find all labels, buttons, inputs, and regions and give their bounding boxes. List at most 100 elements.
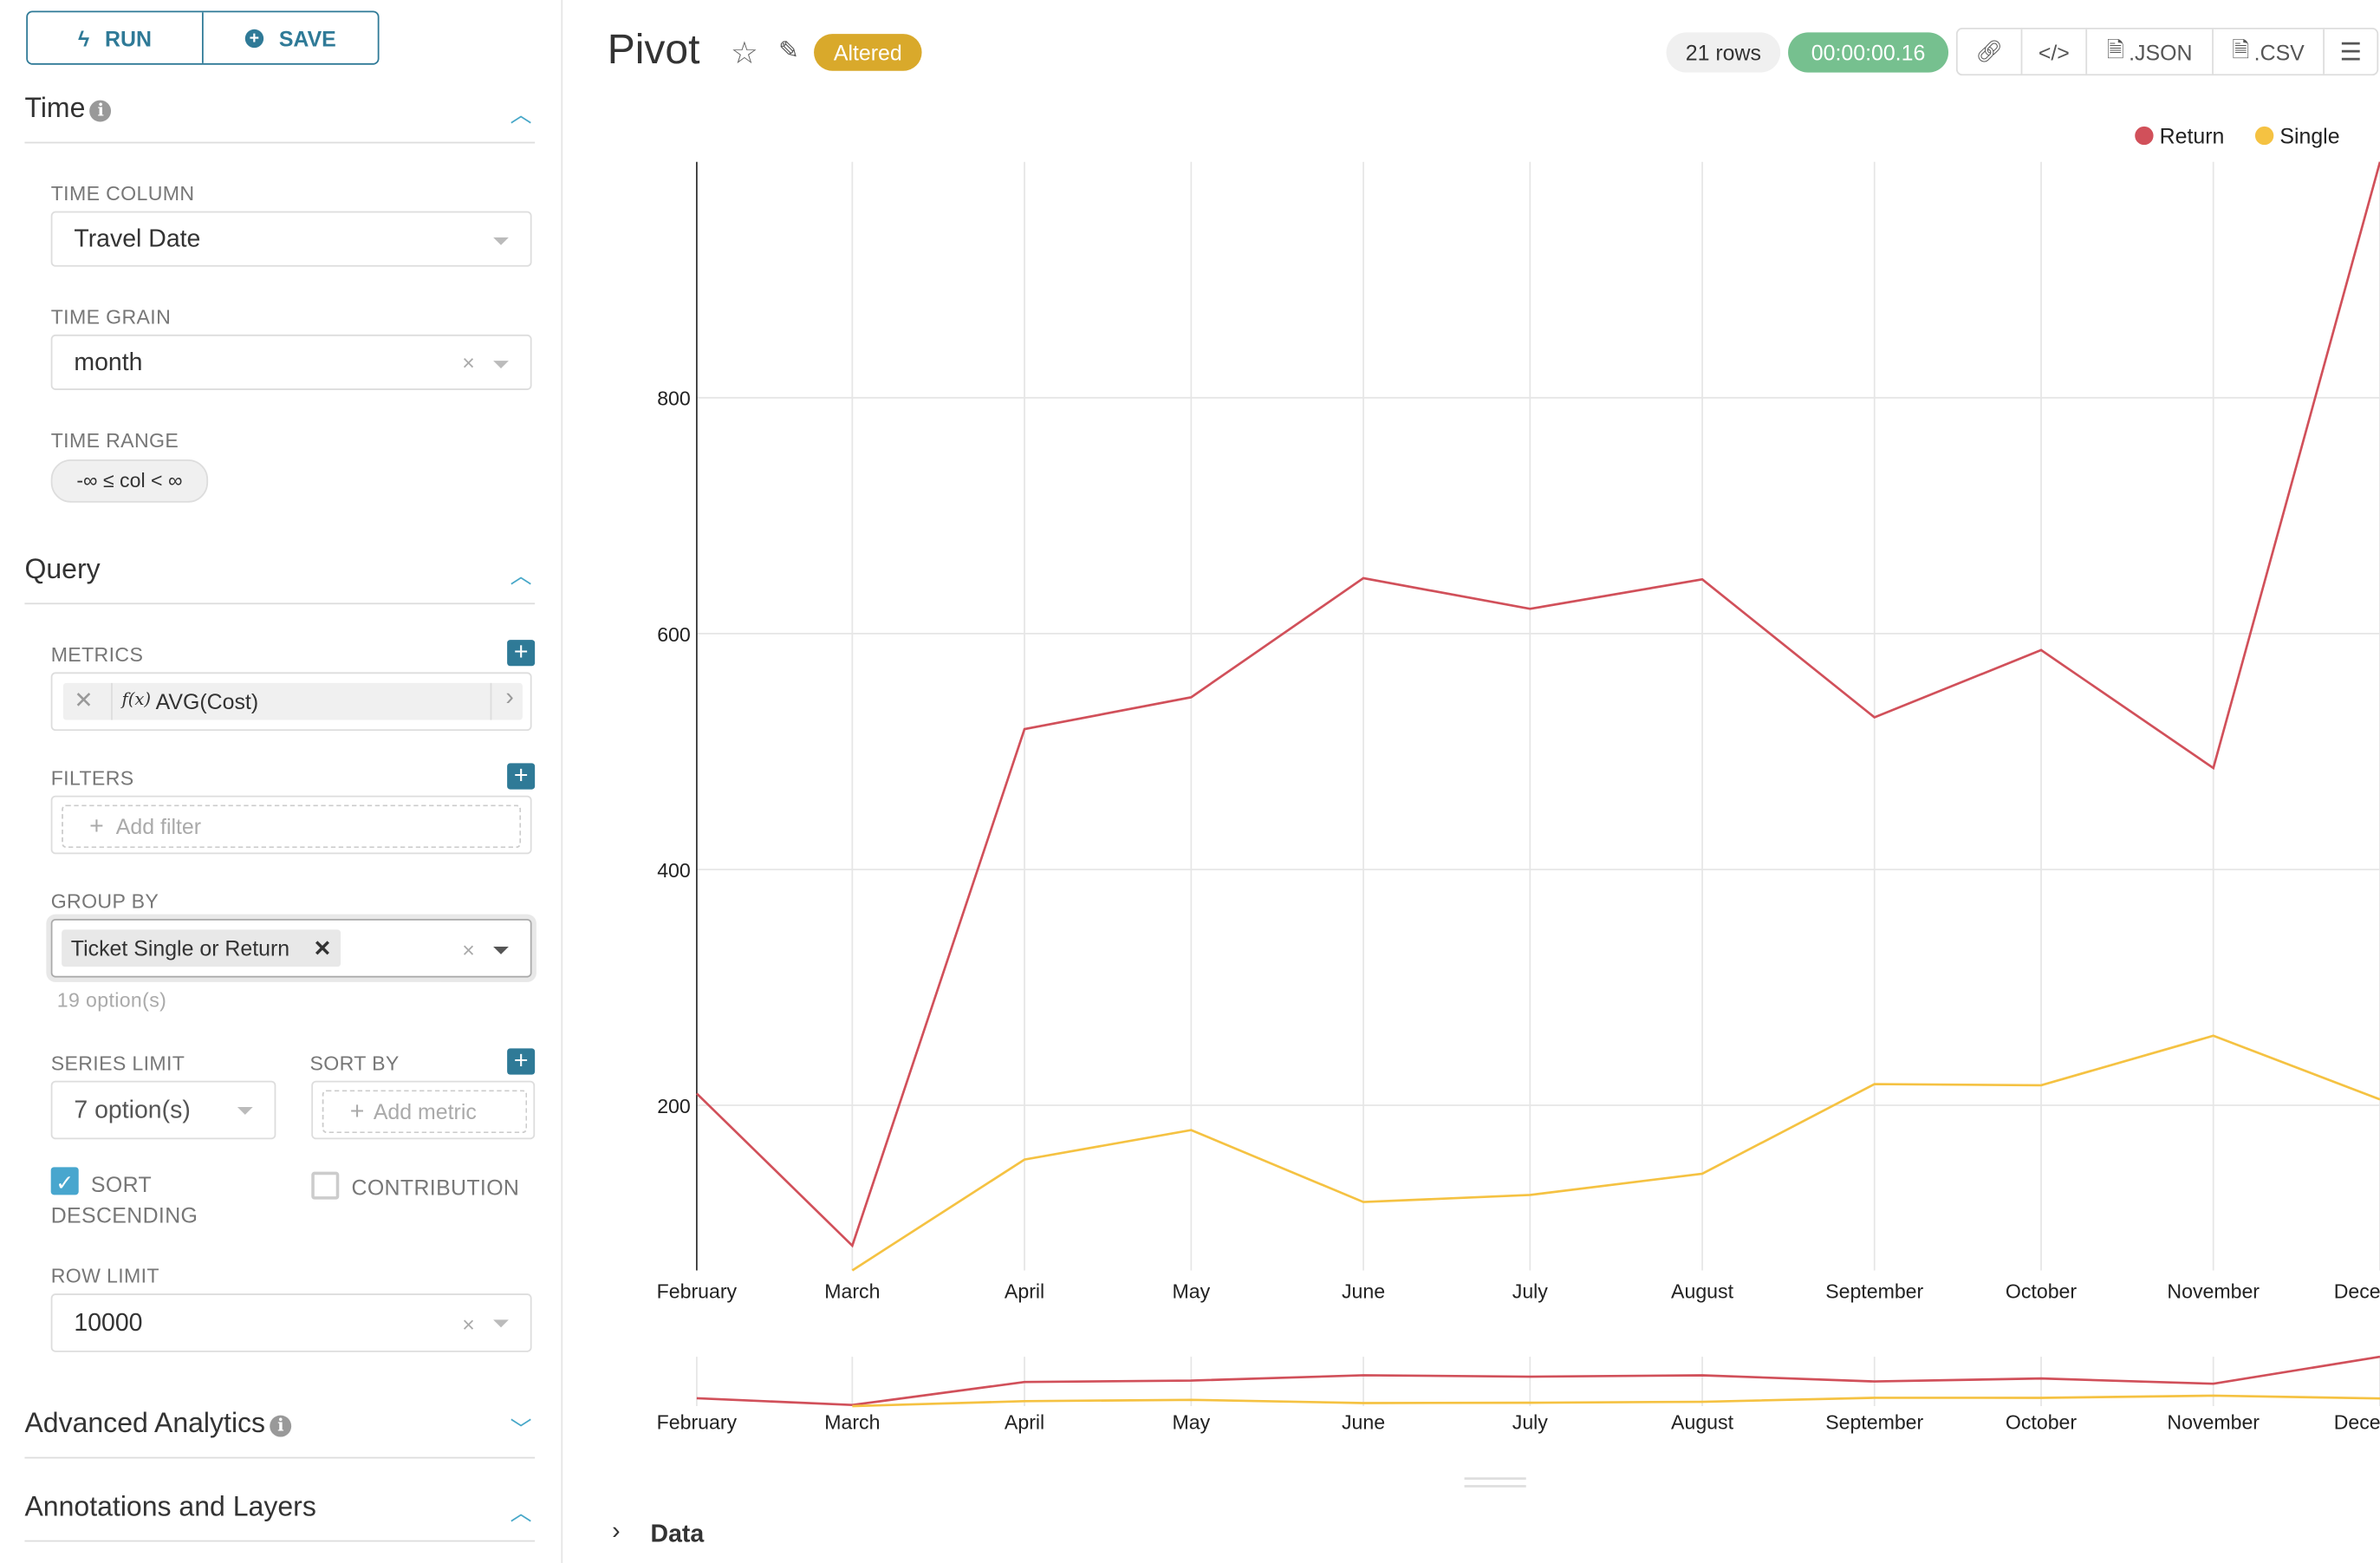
x-tick-label: March (824, 1280, 880, 1302)
star-icon[interactable]: ☆ (731, 36, 758, 71)
group-by-select[interactable]: Ticket Single or Return ✕ × (50, 918, 532, 978)
caret-down-icon (237, 1106, 253, 1115)
add-metric-button[interactable]: + (507, 640, 536, 667)
divider (490, 682, 492, 720)
series-line-return (695, 161, 2380, 1248)
chart-area: Pivot ☆ ✎ Altered 21 rows 00:00:00.16 🔗︎… (562, 0, 2380, 1548)
brush-x-tick-label: November (2167, 1411, 2260, 1434)
brush-x-tick-label: April (1005, 1411, 1044, 1434)
file-text-icon: 🗎 (2232, 36, 2250, 62)
time-column-select[interactable]: Travel Date (50, 211, 532, 267)
save-button[interactable]: + SAVE (201, 12, 378, 63)
time-range-label: TIME RANGE (50, 428, 179, 453)
x-tick-label: September (1825, 1280, 1923, 1302)
x-tick-label: October (2006, 1280, 2078, 1302)
time-section-header[interactable]: Time i ︿ (24, 93, 536, 144)
time-grain-select[interactable]: month × (50, 334, 532, 390)
legend-label[interactable]: Return (2160, 124, 2225, 148)
brush-x-tick-label: October (2006, 1411, 2078, 1434)
brush-x-tick-label: August (1671, 1411, 1734, 1434)
brush-x-tick-label: December (2334, 1411, 2380, 1434)
y-tick-label: 400 (657, 859, 691, 882)
brush-x-tick-label: May (1173, 1411, 1211, 1434)
chevron-right-icon[interactable]: › (505, 684, 514, 711)
altered-badge[interactable]: Altered (814, 34, 922, 71)
sort-descending-checkbox[interactable]: ✓ (50, 1167, 79, 1195)
x-tick-label: April (1005, 1280, 1044, 1302)
advanced-analytics-header[interactable]: Advanced Analytics i ﹀ (24, 1408, 536, 1459)
row-count-badge: 21 rows (1666, 32, 1781, 73)
info-icon[interactable]: i (270, 1415, 292, 1437)
remove-metric-icon[interactable]: ✕ (74, 687, 94, 714)
data-section-toggle[interactable]: Data (650, 1521, 705, 1548)
legend-marker (2254, 126, 2274, 146)
chevron-up-icon[interactable]: ︿ (510, 1500, 532, 1525)
sort-by-label: SORT BY (309, 1051, 400, 1075)
y-tick-label: 800 (657, 387, 691, 410)
link-icon: 🔗︎ (1975, 38, 2003, 63)
filters-field: + Add filter (50, 795, 532, 855)
add-filter-plus-button[interactable]: + (507, 763, 536, 790)
x-tick-label: February (657, 1280, 738, 1302)
legend-marker (2135, 126, 2154, 146)
embed-button[interactable]: </> (2022, 29, 2088, 75)
brush-x-tick-label: June (1342, 1411, 1385, 1434)
chevron-down-icon[interactable]: ﹀ (510, 1416, 532, 1442)
metrics-field[interactable]: ✕ f(x) AVG(Cost) › (50, 672, 532, 732)
filters-label: FILTERS (50, 765, 134, 790)
edit-icon[interactable]: ✎ (778, 38, 799, 65)
run-save-group: ϟ RUN + SAVE (26, 10, 380, 65)
group-by-tag: Ticket Single or Return ✕ (62, 929, 341, 967)
row-limit-select[interactable]: 10000 × (50, 1293, 532, 1352)
y-tick-label: 600 (657, 623, 691, 646)
caret-down-icon (493, 1319, 509, 1328)
chevron-right-icon[interactable]: › (612, 1518, 621, 1546)
series-limit-label: SERIES LIMIT (50, 1051, 185, 1075)
add-filter-button[interactable]: + Add filter (62, 804, 522, 849)
x-tick-label: May (1173, 1280, 1211, 1302)
query-section-header[interactable]: Query ︿ (24, 553, 536, 605)
time-column-label: TIME COLUMN (50, 181, 195, 205)
sort-by-field: + Add metric (311, 1080, 536, 1140)
x-tick-label: July (1512, 1280, 1549, 1302)
x-tick-label: August (1671, 1280, 1734, 1302)
control-panel: ϟ RUN + SAVE Time i ︿ TIME COLUMN Travel Da… (0, 0, 563, 1563)
legend-label[interactable]: Single (2279, 124, 2339, 148)
caret-down-icon (493, 237, 509, 245)
add-metric-sort-button[interactable]: + Add metric (322, 1090, 528, 1134)
series-line-single (851, 1034, 2380, 1272)
time-range-pill[interactable]: -∞ ≤ col < ∞ (50, 459, 209, 503)
clear-icon[interactable]: × (462, 1312, 475, 1337)
clear-icon[interactable]: × (462, 349, 475, 375)
brush-x-tick-label: July (1512, 1411, 1549, 1434)
json-button[interactable]: 🗎 .JSON (2087, 29, 2214, 75)
brush-x-tick-label: September (1825, 1411, 1923, 1434)
x-tick-label: June (1342, 1280, 1385, 1302)
series-limit-select[interactable]: 7 option(s) (50, 1080, 276, 1140)
chevron-up-icon[interactable]: ︿ (510, 563, 532, 588)
divider (111, 682, 113, 720)
sort-descending-label: SORT DESCENDING (50, 1171, 198, 1228)
metric-tag[interactable]: ✕ f(x) AVG(Cost) › (62, 682, 523, 720)
hamburger-icon: ☰ (2339, 39, 2362, 66)
clear-icon[interactable]: × (462, 937, 475, 962)
options-count: 19 option(s) (56, 988, 167, 1012)
add-sort-button[interactable]: + (507, 1048, 536, 1075)
x-tick-label: December (2334, 1280, 2380, 1302)
contribution-checkbox[interactable] (311, 1171, 340, 1200)
chart-toolbar: 🔗︎ </> 🗎 .JSON 🗎 .CSV ☰ (1955, 28, 2379, 76)
group-by-label: GROUP BY (50, 889, 159, 913)
chevron-up-icon[interactable]: ︿ (510, 101, 532, 127)
brush-x-tick-label: March (824, 1411, 880, 1434)
info-icon[interactable]: i (89, 100, 112, 122)
run-button[interactable]: ϟ RUN (78, 25, 152, 50)
link-button[interactable]: 🔗︎ (1958, 29, 2023, 75)
contribution-label: CONTRIBUTION (351, 1175, 520, 1200)
row-limit-label: ROW LIMIT (50, 1264, 159, 1288)
remove-tag-icon[interactable]: ✕ (313, 935, 332, 961)
menu-button[interactable]: ☰ (2325, 29, 2377, 75)
time-grain-label: TIME GRAIN (50, 305, 172, 329)
code-icon: </> (2038, 39, 2070, 64)
csv-button[interactable]: 🗎 .CSV (2214, 29, 2325, 75)
